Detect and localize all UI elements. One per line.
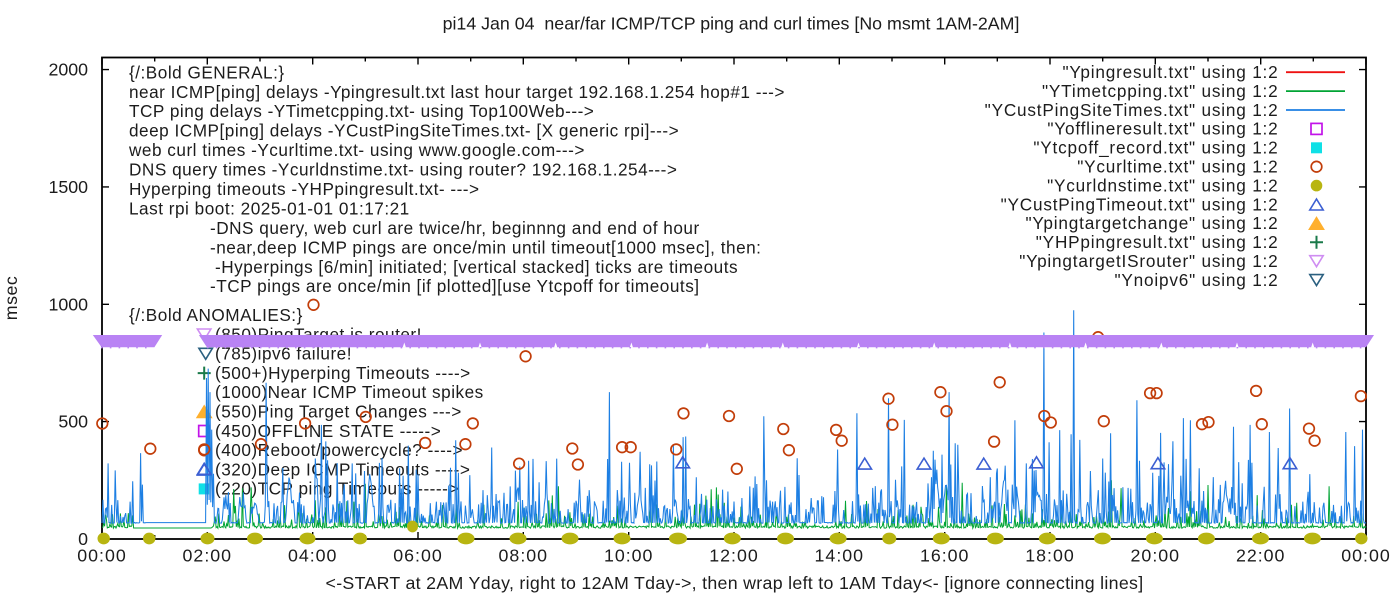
svg-text:deep ICMP[ping] delays -YCustP: deep ICMP[ping] delays -YCustPingSiteTim… bbox=[129, 121, 679, 141]
svg-text:"YCustPingTimeout.txt" using 1: "YCustPingTimeout.txt" using 1:2 bbox=[1001, 194, 1279, 214]
svg-text:(1000)Near ICMP Timeout spikes: (1000)Near ICMP Timeout spikes bbox=[215, 382, 484, 402]
svg-text:500: 500 bbox=[58, 412, 88, 432]
svg-text:"YCustPingSiteTimes.txt" using: "YCustPingSiteTimes.txt" using 1:2 bbox=[985, 100, 1279, 120]
svg-text:"YTimetcpping.txt" using 1:2: "YTimetcpping.txt" using 1:2 bbox=[1042, 81, 1279, 101]
svg-text:"Ycurltime.txt" using 1:2: "Ycurltime.txt" using 1:2 bbox=[1077, 157, 1278, 177]
svg-text:"YHPpingresult.txt" using 1:2: "YHPpingresult.txt" using 1:2 bbox=[1036, 232, 1279, 252]
svg-text:"Ycurldnstime.txt" using 1:2: "Ycurldnstime.txt" using 1:2 bbox=[1047, 175, 1278, 195]
svg-text:-near,deep ICMP pings are once: -near,deep ICMP pings are once/min until… bbox=[210, 237, 761, 257]
svg-text:0: 0 bbox=[78, 529, 88, 549]
svg-text:2000: 2000 bbox=[48, 60, 88, 80]
svg-text:-TCP pings are once/min [if pl: -TCP pings are once/min [if plotted][use… bbox=[210, 276, 700, 296]
svg-text:Last rpi boot: 2025-01-01 01:1: Last rpi boot: 2025-01-01 01:17:21 bbox=[129, 198, 410, 218]
svg-text:14:00: 14:00 bbox=[815, 546, 865, 566]
svg-text:(400)Reboot/powercycle? ---->: (400)Reboot/powercycle? ----> bbox=[215, 440, 463, 460]
svg-text:00:00: 00:00 bbox=[77, 546, 127, 566]
svg-text:22:00: 22:00 bbox=[1236, 546, 1286, 566]
svg-text:{/:Bold GENERAL:}: {/:Bold GENERAL:} bbox=[129, 62, 285, 82]
svg-text:<-START at 2AM Yday, right to: <-START at 2AM Yday, right to 12AM Tday-… bbox=[326, 573, 1144, 593]
svg-text:DNS query times -Ycurldnstime.: DNS query times -Ycurldnstime.txt- using… bbox=[129, 160, 677, 180]
svg-text:-DNS query, web curl are twice: -DNS query, web curl are twice/hr, begin… bbox=[210, 218, 700, 238]
svg-text:web curl times -Ycurltime.txt-: web curl times -Ycurltime.txt- using www… bbox=[128, 140, 585, 160]
svg-text:near ICMP[ping] delays -Ypingr: near ICMP[ping] delays -Ypingresult.txt … bbox=[129, 82, 785, 102]
svg-text:02:00: 02:00 bbox=[183, 546, 233, 566]
svg-text:12:00: 12:00 bbox=[709, 546, 759, 566]
svg-text:(320)Deep ICMP Timeouts ---->: (320)Deep ICMP Timeouts ----> bbox=[215, 459, 470, 479]
svg-text:1500: 1500 bbox=[48, 177, 88, 197]
svg-text:pi14 Jan 04 near/far ICMP/TCP: pi14 Jan 04 near/far ICMP/TCP ping and c… bbox=[443, 14, 1020, 34]
svg-text:08:00: 08:00 bbox=[499, 546, 549, 566]
svg-text:04:00: 04:00 bbox=[288, 546, 338, 566]
svg-text:(550)Ping Target Changes --->: (550)Ping Target Changes ---> bbox=[215, 402, 462, 422]
svg-text:10:00: 10:00 bbox=[604, 546, 654, 566]
svg-text:(500+)Hyperping Timeouts ---->: (500+)Hyperping Timeouts ----> bbox=[215, 363, 471, 383]
svg-text:"Ypingtargetchange" using 1:2: "Ypingtargetchange" using 1:2 bbox=[1026, 213, 1279, 233]
svg-text:"Yofflineresult.txt" using 1:2: "Yofflineresult.txt" using 1:2 bbox=[1047, 119, 1278, 139]
svg-text:"YpingtargetISrouter" using 1:: "YpingtargetISrouter" using 1:2 bbox=[1019, 251, 1278, 271]
svg-text:"Ypingresult.txt" using 1:2: "Ypingresult.txt" using 1:2 bbox=[1063, 62, 1279, 82]
svg-text:20:00: 20:00 bbox=[1131, 546, 1181, 566]
svg-text:-Hyperpings [6/min] initiated;: -Hyperpings [6/min] initiated; [vertical… bbox=[215, 257, 738, 277]
svg-text:"Ytcpoff_record.txt" using 1:2: "Ytcpoff_record.txt" using 1:2 bbox=[1033, 138, 1278, 158]
svg-text:16:00: 16:00 bbox=[920, 546, 970, 566]
svg-text:TCP ping delays -YTimetcpping.: TCP ping delays -YTimetcpping.txt- using… bbox=[129, 101, 594, 121]
svg-text:"Ynoipv6" using 1:2: "Ynoipv6" using 1:2 bbox=[1114, 270, 1278, 290]
svg-text:Hyperping timeouts -YHPpingres: Hyperping timeouts -YHPpingresult.txt- -… bbox=[129, 179, 480, 199]
svg-text:18:00: 18:00 bbox=[1025, 546, 1075, 566]
svg-text:{/:Bold ANOMALIES:}: {/:Bold ANOMALIES:} bbox=[129, 305, 303, 325]
svg-text:1000: 1000 bbox=[48, 294, 88, 314]
svg-text:(785)ipv6 failure!: (785)ipv6 failure! bbox=[215, 344, 352, 364]
svg-text:06:00: 06:00 bbox=[393, 546, 443, 566]
svg-text:msec: msec bbox=[1, 276, 21, 320]
svg-text:00:00: 00:00 bbox=[1341, 546, 1391, 566]
svg-text:(450)OFFLINE STATE ----->: (450)OFFLINE STATE -----> bbox=[215, 421, 441, 441]
